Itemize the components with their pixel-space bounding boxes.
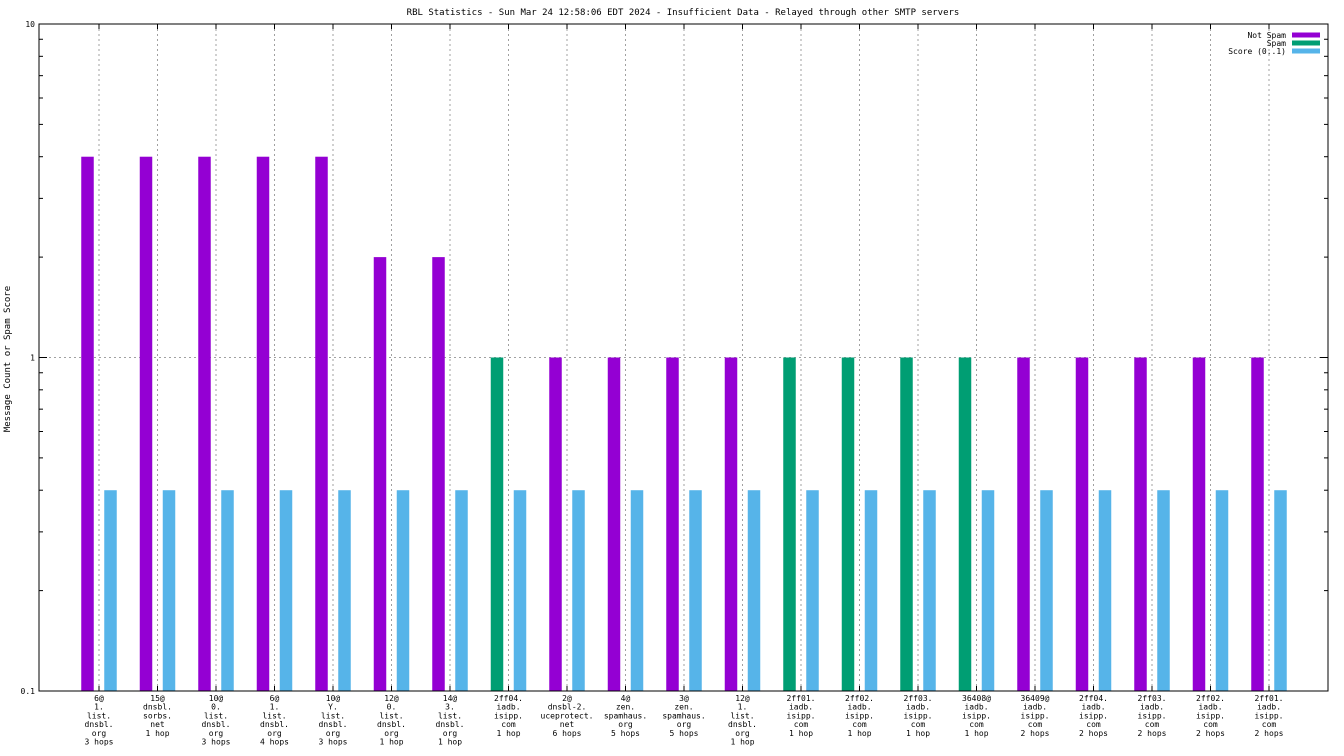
x-tick-label: 2ff04. iadb. isipp. com 1 hop (494, 694, 523, 738)
x-axis-ticks: 6@ 1. list. dnsbl. org 3 hops 15@ dnsbl. sorbs. n… (85, 24, 1284, 747)
bar-score-0-1 (1098, 490, 1112, 691)
bar-score-0-1 (1040, 490, 1053, 691)
x-tick-label: 2@ dnsbl-2. uceprotect. net 6 hops (541, 694, 594, 738)
x-tick-label: 36408@ iadb. isipp. com 1 hop (962, 694, 991, 738)
bar-score-0-1 (338, 490, 351, 691)
chart-title: RBL Statistics - Sun Mar 24 12:58:06 EDT… (407, 8, 960, 18)
bar-spam (900, 357, 913, 691)
bar-not-spam (666, 357, 679, 691)
x-tick-label: 12@ 1. list. dnsbl. org 1 hop (728, 694, 757, 747)
bar-not-spam (1192, 357, 1206, 691)
y-axis-ticks: 0.1 1 10 (21, 20, 1328, 696)
x-tick-label: 15@ dnsbl. sorbs. net 1 hop (143, 694, 172, 738)
legend-swatch (1292, 48, 1320, 54)
x-tick-label: 2ff02. iadb. isipp. com 2 hops (1196, 694, 1225, 738)
bar-spam (490, 357, 504, 691)
bar-not-spam (315, 156, 328, 691)
bar-not-spam (256, 156, 270, 691)
x-tick-label: 6@ 1. list. dnsbl. org 3 hops (85, 694, 114, 747)
bar-score-0-1 (630, 490, 644, 691)
x-tick-label: 2ff03. iadb. isipp. com 2 hops (1138, 694, 1167, 738)
legend-label: Not Spam (1247, 31, 1286, 40)
y-tick-label: 0.1 (21, 687, 36, 696)
bar-score-0-1 (806, 490, 819, 691)
bar-not-spam (1134, 357, 1147, 691)
bar-score-0-1 (513, 490, 527, 691)
bar-score-0-1 (221, 490, 234, 691)
bar-spam (958, 357, 972, 691)
y-tick-label: 1 (30, 354, 35, 363)
bars (81, 156, 1287, 691)
x-tick-label: 3@ zen. spamhaus. org 5 hops (662, 694, 705, 738)
bar-not-spam (139, 156, 153, 691)
x-tick-label: 2ff01. iadb. isipp. com 2 hops (1255, 694, 1284, 738)
bar-score-0-1 (162, 490, 176, 691)
x-tick-label: 2ff01. iadb. isipp. com 1 hop (787, 694, 816, 738)
legend-label: Spam (1267, 39, 1286, 48)
bar-not-spam (607, 357, 621, 691)
bar-not-spam (432, 257, 445, 691)
x-tick-label: 12@ 0. list. dnsbl. org 1 hop (377, 694, 406, 747)
bar-score-0-1 (1215, 490, 1229, 691)
bar-not-spam (724, 357, 738, 691)
x-tick-label: 6@ 1. list. dnsbl. org 4 hops (260, 694, 289, 747)
x-tick-label: 2ff02. iadb. isipp. com 1 hop (845, 694, 874, 738)
bar-score-0-1 (689, 490, 702, 691)
legend-label: Score (0..1) (1228, 47, 1286, 56)
bar-score-0-1 (864, 490, 878, 691)
grid-lines (39, 24, 1328, 691)
bar-not-spam (549, 357, 562, 691)
bar-not-spam (81, 156, 94, 691)
x-tick-label: 4@ zen. spamhaus. org 5 hops (604, 694, 647, 738)
bar-spam (841, 357, 855, 691)
bar-score-0-1 (1274, 490, 1287, 691)
bar-score-0-1 (572, 490, 585, 691)
legend-swatch (1292, 40, 1320, 46)
bar-not-spam (1251, 357, 1264, 691)
y-tick-label: 10 (25, 20, 35, 29)
bar-score-0-1 (104, 490, 117, 691)
x-tick-label: 2ff03. iadb. isipp. com 1 hop (904, 694, 933, 738)
bar-score-0-1 (981, 490, 995, 691)
bar-spam (783, 357, 796, 691)
bar-not-spam (1075, 357, 1089, 691)
x-tick-label: 14@ 3. list. dnsbl. org 1 hop (436, 694, 465, 747)
legend-swatch (1292, 32, 1320, 38)
bar-score-0-1 (923, 490, 936, 691)
x-tick-label: 10@ 0. list. dnsbl. org 3 hops (202, 694, 231, 747)
bar-not-spam (373, 257, 387, 691)
bar-score-0-1 (1157, 490, 1170, 691)
bar-score-0-1 (396, 490, 410, 691)
x-tick-label: 36409@ iadb. isipp. com 2 hops (1021, 694, 1050, 738)
bar-score-0-1 (279, 490, 293, 691)
bar-score-0-1 (747, 490, 761, 691)
bar-score-0-1 (455, 490, 468, 691)
bar-not-spam (198, 156, 211, 691)
bar-not-spam (1017, 357, 1030, 691)
x-tick-label: 2ff04. iadb. isipp. com 2 hops (1079, 694, 1108, 738)
y-axis-label: Message Count or Spam Score (3, 286, 13, 432)
x-tick-label: 10@ Y. list. dnsbl. org 3 hops (319, 694, 348, 747)
